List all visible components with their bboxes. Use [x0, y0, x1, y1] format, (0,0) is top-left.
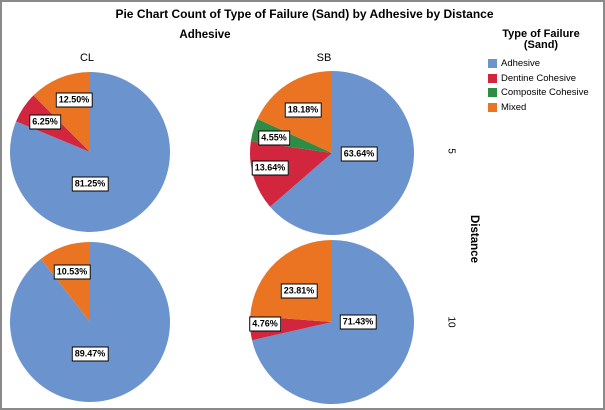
slice-value-label: 23.81%: [280, 283, 318, 299]
pie-slice-mixed: [250, 239, 332, 322]
legend-title-line1: Type of Failure: [502, 28, 580, 40]
legend-swatch-icon: [488, 73, 497, 83]
slice-value-label: 12.50%: [55, 92, 93, 108]
legend-title-line2: (Sand): [523, 39, 559, 51]
pie-slice-adhesive: [252, 240, 414, 404]
slice-value-label: 13.64%: [251, 160, 289, 176]
legend-item: Dentine Cohesive: [488, 73, 598, 84]
column-variable-title: Adhesive: [179, 29, 231, 41]
chart-title: Pie Chart Count of Type of Failure (Sand…: [115, 7, 494, 21]
legend-swatch-icon: [488, 102, 497, 112]
pie-slice-adhesive: [10, 72, 171, 233]
slice-value-label: 4.76%: [249, 316, 281, 332]
legend-swatch-icon: [488, 59, 497, 68]
slice-value-label: 18.18%: [284, 102, 322, 118]
slice-value-label: 81.25%: [71, 176, 109, 192]
pie-slice-adhesive: [10, 242, 171, 403]
legend-item: Adhesive: [488, 58, 598, 69]
slice-value-label: 6.25%: [29, 114, 61, 130]
panel-row-label-5: 5: [445, 148, 457, 154]
legend-item: Composite Cohesive: [488, 87, 598, 98]
legend-item-label: Dentine Cohesive: [501, 72, 576, 84]
pie-slice-dentine-cohesive: [249, 141, 332, 207]
row-variable-title: Distance: [468, 215, 480, 263]
legend-item: Mixed: [488, 102, 598, 113]
slice-value-label: 10.53%: [53, 264, 91, 280]
slice-value-label: 63.64%: [340, 146, 378, 162]
legend-title: Type of Failure (Sand): [484, 29, 598, 51]
pie-slice-mixed: [33, 72, 90, 152]
legend-item-label: Mixed: [501, 101, 527, 113]
panel-column-label-sb: SB: [316, 52, 332, 64]
legend-item-label: Composite Cohesive: [501, 87, 589, 98]
pie-slice-mixed: [40, 242, 90, 322]
slice-value-label: 71.43%: [339, 314, 377, 330]
legend-item-label: Adhesive: [501, 58, 541, 69]
legend-items: Adhesive Dentine Cohesive Composite Cohesi…: [484, 58, 598, 113]
slice-value-label: 89.47%: [71, 346, 109, 362]
pie-slice-composite-cohesive: [250, 118, 332, 153]
panel-column-label-cl: CL: [79, 52, 95, 64]
slice-value-label: 4.55%: [258, 130, 290, 146]
legend: Type of Failure (Sand) Adhesive Dentine C…: [484, 29, 598, 116]
legend-swatch-icon: [488, 88, 497, 97]
panel-row-label-10: 10: [445, 316, 457, 328]
